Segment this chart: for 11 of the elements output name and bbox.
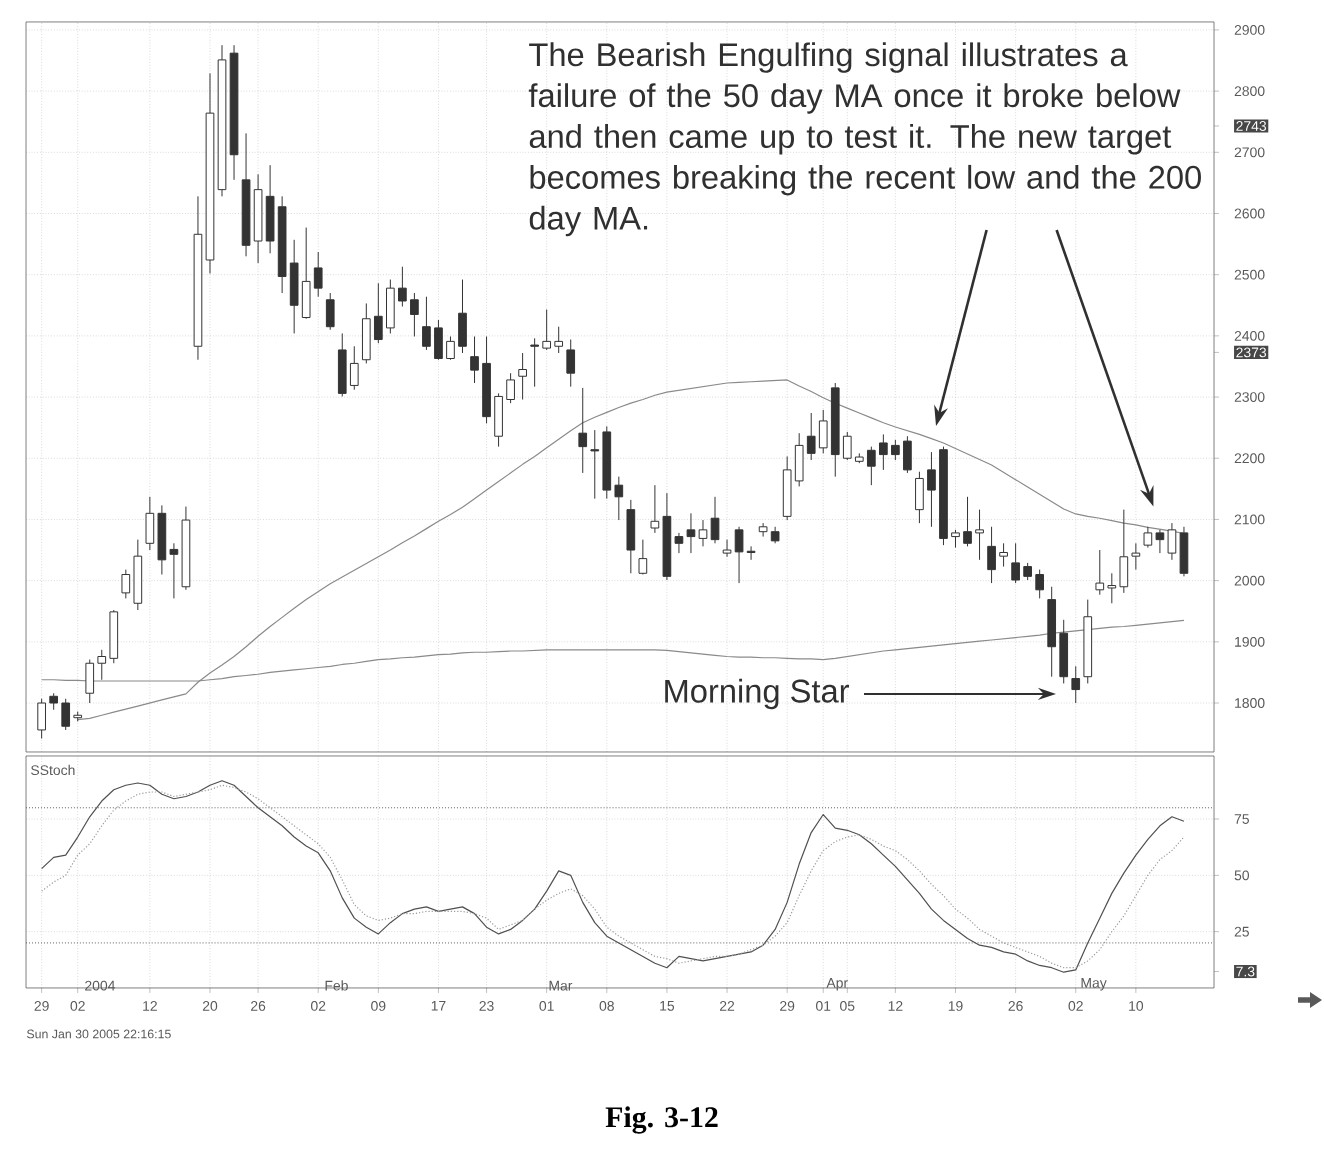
- annotation: Morning Star: [665, 678, 850, 710]
- candlestick: [626, 499, 636, 574]
- candlestick: [325, 292, 335, 331]
- candlestick: [1071, 665, 1081, 704]
- candlestick: [578, 387, 588, 474]
- annotation: The Bearish Engulfing signal illustrates a failure of the 50 day MA once it broke below and then came up to test it. The new target becomes breaking the recent low and the 200 day MA.: [528, 42, 1201, 237]
- candlestick: [710, 496, 720, 544]
- candlestick: [638, 539, 648, 574]
- candlestick: [518, 352, 527, 401]
- caption: Fig. 3-12: [605, 1106, 718, 1134]
- candlestick: [566, 339, 576, 388]
